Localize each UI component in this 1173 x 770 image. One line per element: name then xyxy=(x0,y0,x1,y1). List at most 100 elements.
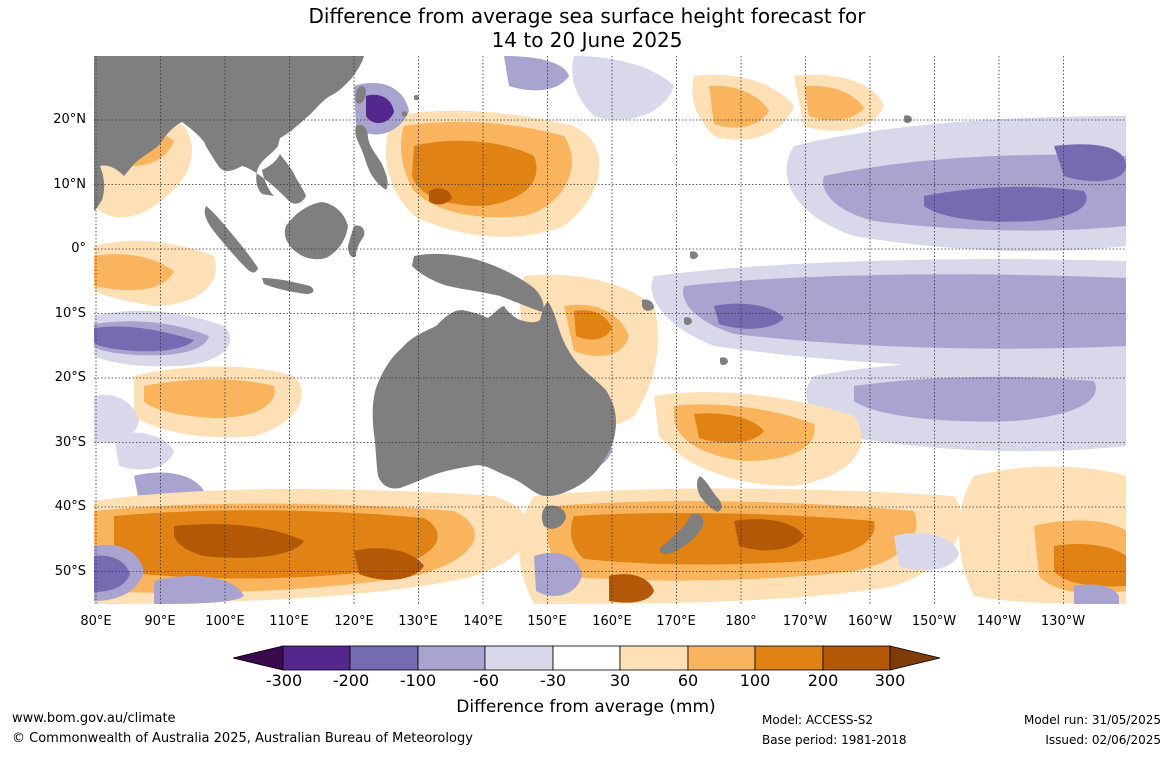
footer-website: www.bom.gov.au/climate xyxy=(12,711,176,726)
footer-model-run: Model run: 31/05/2025 xyxy=(1023,713,1161,727)
colorbar-tick: 100 xyxy=(739,671,771,690)
lon-label: 90°E xyxy=(144,614,176,629)
anomaly-region xyxy=(94,394,139,443)
lon-label: 160°W xyxy=(847,614,893,629)
lat-label: 20°N xyxy=(53,112,86,127)
map-title-line1: Difference from average sea surface heig… xyxy=(308,4,866,28)
land-island xyxy=(642,299,654,311)
colorbar-tick: 60 xyxy=(677,671,699,690)
lon-label: 100°E xyxy=(205,614,245,629)
lon-label: 120°E xyxy=(334,614,374,629)
anomaly-region xyxy=(734,519,804,551)
land-asia xyxy=(94,56,364,204)
colorbar-segment xyxy=(754,645,824,671)
lon-label: 170°W xyxy=(782,614,828,629)
anomaly-field xyxy=(94,56,1126,604)
lat-label: 40°S xyxy=(54,499,86,514)
lat-label: 20°S xyxy=(54,370,86,385)
land-new-guinea xyxy=(412,253,544,312)
anomaly-region xyxy=(1054,144,1126,182)
land-borneo xyxy=(284,202,348,260)
lon-label: 140°E xyxy=(463,614,503,629)
land-australia xyxy=(372,302,616,497)
anomaly-region xyxy=(366,94,394,124)
anomaly-region xyxy=(694,413,764,443)
footer-base-period: Base period: 1981-2018 xyxy=(762,733,907,747)
colorbar-segment xyxy=(687,645,756,671)
lat-label: 50°S xyxy=(54,564,86,579)
lon-label: 160°E xyxy=(592,614,632,629)
colorbar-segment xyxy=(552,645,621,671)
anomaly-region xyxy=(683,274,1126,349)
lat-label: 30°S xyxy=(54,435,86,450)
land-taiwan xyxy=(355,86,366,104)
colorbar-tick: -200 xyxy=(332,671,370,690)
land-java xyxy=(262,278,314,294)
lat-label: 0° xyxy=(71,241,86,256)
graticule xyxy=(94,56,1126,604)
lon-label: 150°W xyxy=(911,614,957,629)
colorbar-tick: 200 xyxy=(807,671,839,690)
colorbar-extend-max xyxy=(889,645,941,671)
land-hainan xyxy=(280,121,294,133)
colorbar-segment xyxy=(484,645,554,671)
lon-label: 130°W xyxy=(1040,614,1086,629)
anomaly-region xyxy=(854,376,1096,422)
lon-label: 150°E xyxy=(527,614,567,629)
anomaly-region xyxy=(1054,544,1126,587)
land-island xyxy=(414,94,419,101)
lat-label: 10°S xyxy=(54,306,86,321)
anomaly-region xyxy=(894,532,959,571)
anomaly-region xyxy=(114,432,174,470)
colorbar-title: Difference from average (mm) xyxy=(456,697,716,717)
land-island xyxy=(401,111,408,117)
colorbar-segment xyxy=(822,645,891,671)
land-island xyxy=(684,317,692,325)
colorbar-extend-min xyxy=(233,645,284,671)
colorbar-tick: -30 xyxy=(539,671,567,690)
land-sumatra xyxy=(204,206,258,273)
colorbar-segment xyxy=(417,645,486,671)
footer-copyright: © Commonwealth of Australia 2025, Austra… xyxy=(12,731,473,746)
lat-label: 10°N xyxy=(53,177,86,192)
lon-label: 80°E xyxy=(80,614,112,629)
land-nz-north xyxy=(697,476,722,512)
anomaly-region xyxy=(609,574,654,603)
anomaly-region xyxy=(354,548,424,580)
colorbar-tick: 300 xyxy=(874,671,906,690)
lon-label: 110°E xyxy=(269,614,309,629)
land-island xyxy=(720,357,728,365)
land-india xyxy=(94,166,105,211)
lon-label: 180° xyxy=(725,614,757,629)
anomaly-region xyxy=(709,85,769,128)
colorbar-tick: -100 xyxy=(399,671,437,690)
colorbar-segment xyxy=(349,645,419,671)
lon-label: 170°E xyxy=(656,614,696,629)
forecast-map-svg xyxy=(94,56,1126,604)
anomaly-region xyxy=(504,56,569,91)
land-philippines xyxy=(355,124,388,190)
map-title: Difference from average sea surface heig… xyxy=(0,4,1173,52)
anomaly-region xyxy=(574,310,612,340)
anomaly-region xyxy=(174,524,304,558)
colorbar-tick: 30 xyxy=(609,671,631,690)
land-sulawesi xyxy=(348,225,365,258)
anomaly-region xyxy=(534,552,582,596)
land-island xyxy=(690,251,698,259)
anomaly-region xyxy=(429,188,452,205)
anomaly-region xyxy=(154,576,244,604)
anomaly-region xyxy=(144,379,275,418)
colorbar-tick: -60 xyxy=(472,671,500,690)
anomaly-region xyxy=(94,555,130,592)
colorbar-tick: -300 xyxy=(265,671,303,690)
colorbar-segment xyxy=(282,645,351,671)
land-masses xyxy=(94,56,912,555)
lon-label: 140°W xyxy=(976,614,1022,629)
colorbar-segment xyxy=(619,645,689,671)
forecast-map xyxy=(94,56,1126,604)
footer-issued: Issued: 02/06/2025 xyxy=(1045,733,1161,747)
colorbar xyxy=(233,645,941,671)
anomaly-region xyxy=(94,326,194,352)
anomaly-region xyxy=(571,513,875,565)
land-nz-south xyxy=(659,513,704,555)
